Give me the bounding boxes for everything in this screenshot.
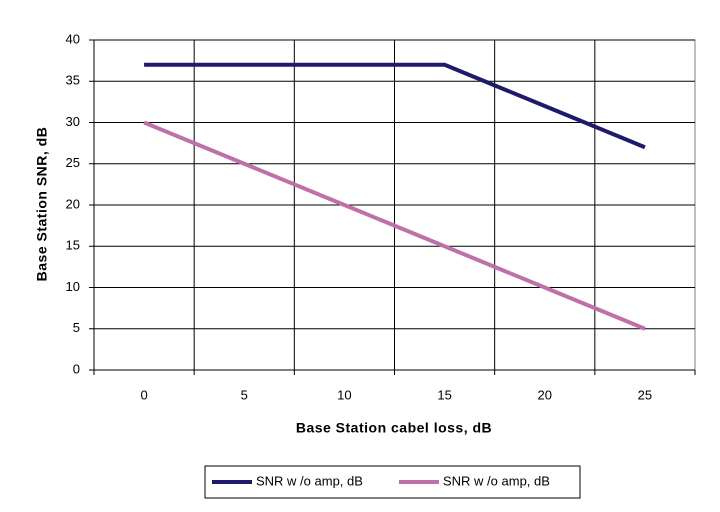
y-tick-label: 10 [66,279,80,294]
y-tick-label: 0 [73,361,80,376]
series-line [144,62,646,150]
legend-box [204,465,581,499]
x-tick-label: 20 [538,387,552,402]
x-axis-title: Base Station cabel loss, dB [296,420,492,436]
legend-label: SNR w /o amp, dB [443,473,550,488]
y-tick-label: 35 [66,73,80,88]
y-axis-title: Base Station SNR, dB [34,127,50,282]
x-tick-label: 5 [241,387,248,402]
y-tick-label: 40 [66,31,80,46]
legend-label: SNR w /o amp, dB [256,473,363,488]
y-tick-label: 15 [66,238,80,253]
y-tick-label: 20 [66,196,80,211]
y-tick-label: 5 [73,320,80,335]
y-tick-label: 30 [66,114,80,129]
x-tick-label: 25 [638,387,652,402]
series-line [143,120,646,331]
y-tick-label: 25 [66,155,80,170]
x-tick-label: 15 [437,387,451,402]
x-tick-label: 0 [140,387,147,402]
x-tick-label: 10 [337,387,351,402]
